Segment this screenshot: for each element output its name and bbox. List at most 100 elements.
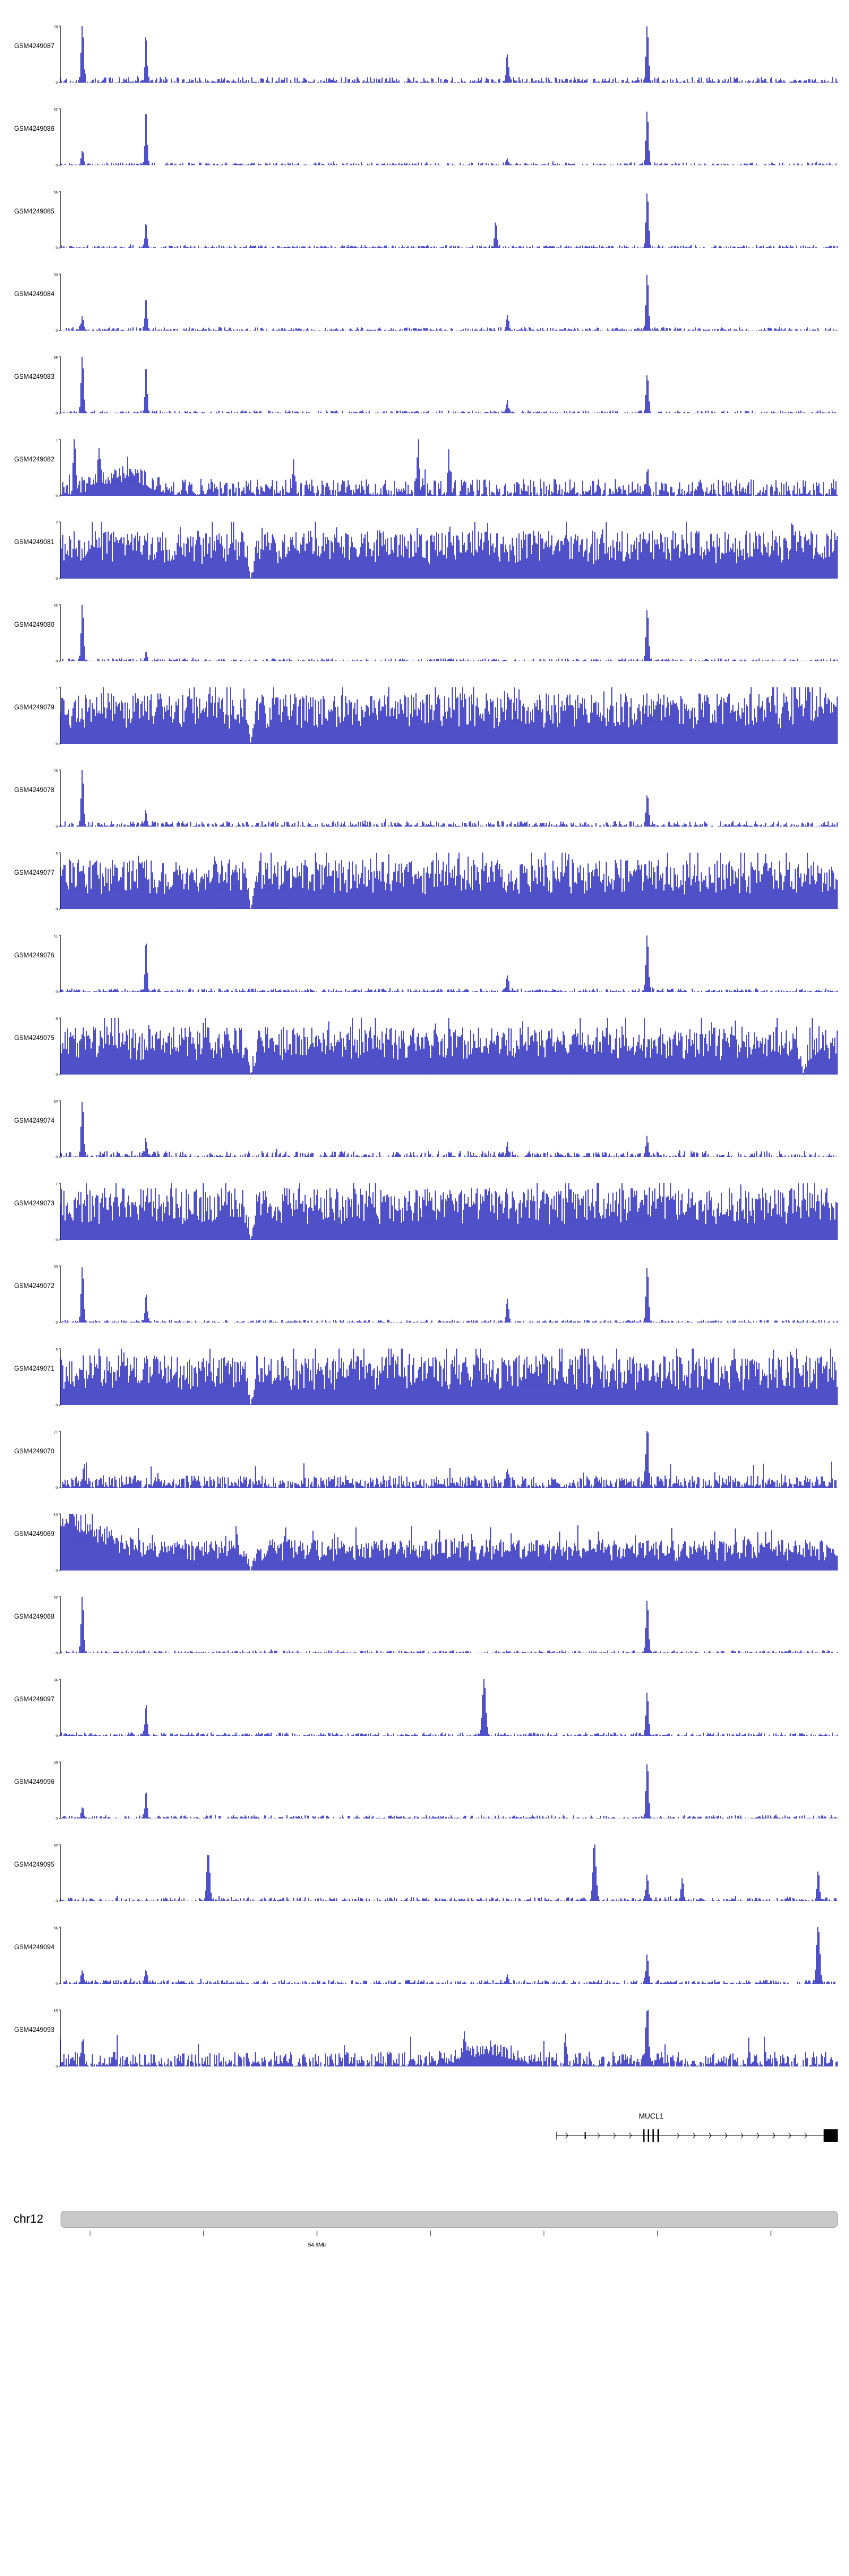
track-label: GSM4249070 xyxy=(14,1448,54,1455)
exon-bar xyxy=(657,2129,659,2142)
y-axis-max-label: 5 xyxy=(55,852,58,856)
track-signal-plot: 63 0 xyxy=(54,604,838,664)
track-row: GSM4249096 49 0 xyxy=(0,1751,849,1833)
coverage-signal xyxy=(60,1679,838,1736)
track-label: GSM4249079 xyxy=(14,704,54,711)
track-row: GSM4249075 8 0 xyxy=(0,1007,849,1089)
track-row: GSM4249082 7 0 xyxy=(0,428,849,511)
track-row: GSM4249080 63 0 xyxy=(0,593,849,676)
gene-end-box xyxy=(824,2129,838,2142)
track-row: GSM4249084 50 0 xyxy=(0,263,849,345)
track-signal-plot: 60 0 xyxy=(54,1844,838,1903)
coverage-signal xyxy=(60,522,838,579)
coverage-signal xyxy=(60,2010,838,2066)
track-row: GSM4249077 5 0 xyxy=(0,841,849,924)
y-axis-max-label: 62 xyxy=(54,108,58,112)
track-row: GSM4249076 51 0 xyxy=(0,924,849,1007)
track-label: GSM4249077 xyxy=(14,870,54,876)
track-label: GSM4249069 xyxy=(14,1531,54,1538)
chromosome-ideogram xyxy=(61,2211,838,2228)
y-axis-zero-label: 0 xyxy=(55,1238,58,1242)
track-label: GSM4249081 xyxy=(14,539,54,546)
track-row: GSM4249078 26 0 xyxy=(0,759,849,841)
y-axis-zero-label: 0 xyxy=(55,1403,58,1407)
track-signal-plot: 13 0 xyxy=(54,1513,838,1573)
strand-arrow-icon xyxy=(740,2132,744,2139)
track-label: GSM4249072 xyxy=(14,1283,54,1290)
strand-arrow-icon xyxy=(613,2132,616,2139)
gene-track: MUCL1 xyxy=(556,2112,838,2142)
coverage-signal xyxy=(61,1267,838,1323)
track-signal-plot: 27 0 xyxy=(54,1431,838,1490)
y-axis-max-label: 51 xyxy=(54,935,58,939)
track-row: GSM4249086 62 0 xyxy=(0,97,849,180)
y-axis-zero-label: 0 xyxy=(55,246,58,250)
y-axis-zero-label: 0 xyxy=(55,1156,58,1159)
y-axis-max-label: 34 xyxy=(54,1679,58,1683)
exon-bar xyxy=(652,2129,654,2142)
y-axis-max-label: 66 xyxy=(54,191,58,195)
strand-arrow-icon xyxy=(597,2132,601,2139)
y-axis-zero-label: 0 xyxy=(55,412,58,416)
coverage-signal xyxy=(60,112,838,165)
strand-arrow-icon xyxy=(709,2132,712,2139)
y-axis-max-label: 7 xyxy=(55,1183,58,1187)
coverage-signal xyxy=(61,193,838,248)
track-label: GSM4249074 xyxy=(14,1118,54,1124)
y-axis-max-label: 8 xyxy=(55,1017,58,1021)
y-axis-zero-label: 0 xyxy=(55,660,58,664)
coverage-signal xyxy=(60,26,838,83)
track-signal-plot: 63 0 xyxy=(54,1596,838,1655)
track-row: GSM4249081 7 0 xyxy=(0,511,849,593)
y-axis-max-label: 15 xyxy=(54,2009,58,2013)
genome-axis-ticks xyxy=(89,2231,771,2236)
coverage-signal xyxy=(61,275,838,331)
y-axis-zero-label: 0 xyxy=(55,1569,58,1573)
track-signal-plot: 88 0 xyxy=(54,356,838,416)
track-signal-plot: 66 0 xyxy=(54,191,838,250)
track-label: GSM4249068 xyxy=(14,1614,54,1620)
track-label: GSM4249071 xyxy=(14,1366,54,1372)
coverage-signal xyxy=(60,1102,837,1157)
exon-bar xyxy=(643,2129,645,2142)
y-axis-max-label: 28 xyxy=(54,25,58,29)
track-signal-plot: 28 0 xyxy=(54,25,838,85)
track-signal-plot: 70 xyxy=(55,439,838,498)
track-label: GSM4249093 xyxy=(14,2027,54,2034)
y-axis-zero-label: 0 xyxy=(55,494,58,498)
y-axis-zero-label: 0 xyxy=(55,164,58,168)
genome-axis: 54.8Mb xyxy=(89,2231,771,2248)
track-label: GSM4249094 xyxy=(14,1944,54,1951)
track-signal-plot: 66 0 xyxy=(54,1927,835,1986)
track-label: GSM4249076 xyxy=(14,952,54,959)
y-axis-zero-label: 0 xyxy=(55,1321,58,1325)
track-signal-plot: 15 0 xyxy=(54,2009,838,2069)
y-axis-max-label: 27 xyxy=(54,1431,58,1435)
coverage-signal xyxy=(60,853,838,909)
track-signal-plot: 50 0 xyxy=(54,273,838,333)
strand-arrow-icon xyxy=(692,2132,696,2139)
track-signal-plot: 34 0 xyxy=(54,1679,838,1738)
y-axis-max-label: 7 xyxy=(55,439,58,443)
coverage-signal xyxy=(60,1183,838,1240)
strand-arrow-icon xyxy=(756,2132,760,2139)
y-axis-zero-label: 0 xyxy=(55,1073,58,1077)
track-row: GSM4249093 15 0 xyxy=(0,1999,849,2081)
track-row: GSM4249097 34 0 xyxy=(0,1668,849,1751)
strand-arrow-icon xyxy=(804,2132,808,2139)
track-label: GSM4249080 xyxy=(14,622,54,628)
strand-arrow-icon xyxy=(629,2132,632,2139)
coverage-signal xyxy=(60,1514,838,1571)
track-signal-plot: 49 0 xyxy=(54,1761,838,1821)
track-row: GSM4249085 66 0 xyxy=(0,180,849,263)
y-axis-zero-label: 0 xyxy=(55,2065,58,2069)
track-signal-plot: 50 xyxy=(55,1348,838,1407)
coverage-signal xyxy=(60,935,838,992)
coverage-signal xyxy=(60,687,838,744)
track-row: GSM4249094 66 0 xyxy=(0,1916,849,1999)
coverage-signal xyxy=(60,770,838,827)
track-signal-plot: 62 0 xyxy=(54,108,838,168)
track-label: GSM4249085 xyxy=(14,208,54,215)
coverage-signal xyxy=(60,357,838,413)
